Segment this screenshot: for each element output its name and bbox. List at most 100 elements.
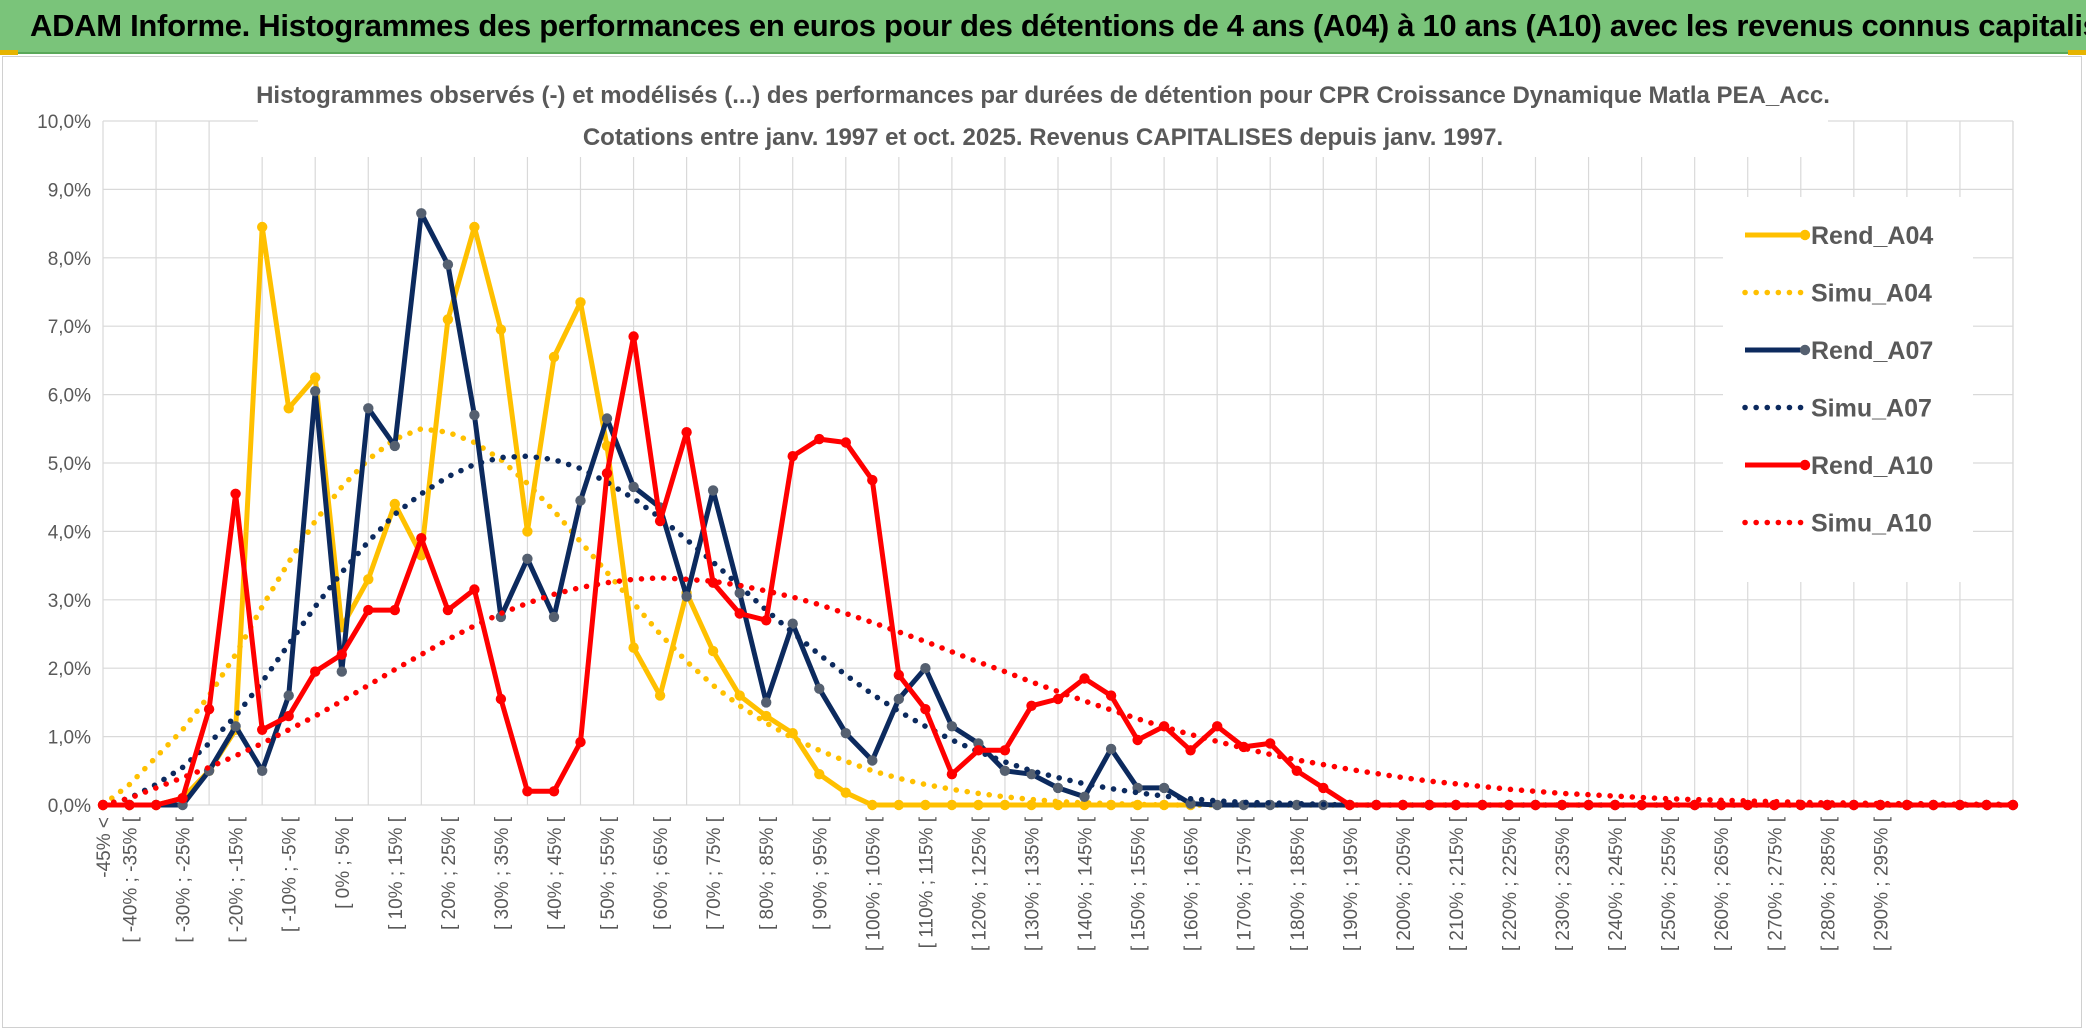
- y-tick-label: 5,0%: [48, 454, 91, 475]
- data-point: [707, 485, 719, 496]
- legend-label: Simu_A04: [1811, 280, 1932, 308]
- data-point: [601, 468, 613, 479]
- y-tick-label: 9,0%: [48, 180, 91, 201]
- data-point: [1954, 799, 1966, 811]
- data-point: [946, 799, 958, 811]
- x-axis-ticks: -45% < [ -40% ; -35% [[ -30% ; -25% [[ -2…: [94, 816, 1892, 951]
- series-line: [100, 425, 2016, 808]
- data-point: [840, 728, 851, 739]
- legend-entry: Rend_A04: [1745, 222, 1933, 250]
- data-point: [973, 799, 984, 811]
- data-point: [707, 645, 719, 657]
- data-point: [469, 221, 480, 233]
- data-point: [1052, 693, 1064, 705]
- data-point: [416, 208, 427, 219]
- data-point: [1026, 700, 1037, 711]
- y-tick-label: 3,0%: [48, 591, 91, 612]
- data-point: [893, 693, 904, 705]
- legend-label: Rend_A04: [1811, 222, 1933, 250]
- y-tick-label: 4,0%: [48, 522, 91, 543]
- series-line: [100, 453, 2016, 808]
- chart-frame: 0,0% 1,0% 2,0% 3,0% 4,0% 5,0% 6,0% 7,0% 8,0% 9,0%…: [2, 56, 2082, 1028]
- chart-title-line-2: Cotations entre janv. 1997 et oct. 2025.…: [583, 124, 1503, 151]
- data-point: [787, 451, 798, 462]
- data-point: [389, 440, 400, 452]
- data-point: [389, 498, 400, 510]
- series-line: [103, 224, 1191, 808]
- data-point: [389, 604, 400, 616]
- data-point: [1583, 799, 1594, 811]
- x-tick-label: [ 100% ; 105% [: [863, 816, 884, 951]
- x-tick-label: [ 160% ; 165% [: [1182, 816, 1203, 951]
- series-simu-a10: [100, 575, 2016, 808]
- x-tick-label: [ 270% ; 275% [: [1765, 816, 1786, 951]
- banner-corner-accent-left: [0, 50, 18, 55]
- x-tick-label: [ 0% ; 5% [: [333, 816, 354, 909]
- legend-marker: [1799, 344, 1811, 356]
- data-point: [1689, 799, 1700, 811]
- data-point: [734, 690, 745, 701]
- data-point: [363, 604, 374, 616]
- data-point: [363, 403, 374, 414]
- data-point: [893, 799, 904, 811]
- data-point: [336, 649, 347, 660]
- data-point: [310, 666, 321, 677]
- data-point: [310, 386, 321, 397]
- data-point: [946, 769, 958, 780]
- x-tick-label: [ 70% ; 75% [: [704, 816, 725, 930]
- x-tick-label: [ 140% ; 145% [: [1076, 816, 1097, 951]
- legend-entry: Rend_A10: [1745, 452, 1933, 480]
- data-point: [1132, 734, 1143, 746]
- data-point: [1105, 690, 1117, 701]
- data-point: [999, 765, 1011, 776]
- banner-corner-accent-right: [2068, 50, 2086, 55]
- data-point: [177, 793, 188, 804]
- data-point: [1397, 799, 1409, 811]
- x-tick-label: [ -30% ; -25% [: [174, 816, 195, 942]
- data-point: [814, 433, 825, 445]
- series-simu-a07: [100, 453, 2016, 808]
- y-tick-label: 6,0%: [48, 386, 91, 407]
- data-point: [548, 611, 560, 623]
- data-point: [761, 710, 772, 722]
- data-point: [1026, 799, 1037, 811]
- x-tick-label: [ 180% ; 185% [: [1288, 816, 1309, 951]
- data-point: [1291, 765, 1303, 776]
- data-point: [787, 618, 798, 629]
- x-tick-label: [ 50% ; 55% [: [598, 816, 619, 930]
- data-point: [840, 787, 851, 798]
- data-point: [1556, 799, 1568, 811]
- data-point: [1503, 799, 1515, 811]
- legend-marker: [1799, 229, 1811, 241]
- x-tick-label: [ 240% ; 245% [: [1606, 816, 1627, 951]
- x-tick-label: [ 250% ; 255% [: [1659, 816, 1680, 951]
- data-point: [1079, 673, 1090, 684]
- data-point: [920, 663, 931, 674]
- x-tick-label: [ 190% ; 195% [: [1341, 816, 1362, 951]
- legend-entry: Simu_A10: [1742, 510, 1932, 538]
- data-point: [257, 221, 268, 233]
- data-point: [628, 331, 639, 342]
- x-tick-label: [ 90% ; 95% [: [810, 816, 831, 930]
- data-point: [469, 584, 480, 595]
- data-point: [575, 495, 586, 506]
- data-point: [1477, 799, 1488, 811]
- data-point: [1105, 743, 1117, 755]
- x-tick-label: [ 60% ; 65% [: [651, 816, 672, 930]
- data-point: [920, 799, 931, 811]
- x-tick-label: [ 200% ; 205% [: [1394, 816, 1415, 951]
- report-banner: ADAM Informe. Histogrammes des performan…: [0, 0, 2086, 54]
- data-point: [761, 697, 772, 708]
- series-line: [100, 575, 2016, 808]
- legend-label: Rend_A07: [1811, 337, 1933, 365]
- data-point: [416, 533, 427, 544]
- data-point: [1158, 782, 1170, 794]
- data-point: [257, 724, 268, 735]
- data-point: [124, 799, 135, 811]
- data-point: [522, 786, 533, 797]
- x-tick-label: [ 10% ; 15% [: [386, 816, 407, 930]
- x-tick-label: [ 130% ; 135% [: [1022, 816, 1043, 951]
- data-point: [1344, 799, 1356, 811]
- x-tick-label: [ 30% ; 35% [: [492, 816, 513, 930]
- y-tick-label: 1,0%: [48, 728, 91, 749]
